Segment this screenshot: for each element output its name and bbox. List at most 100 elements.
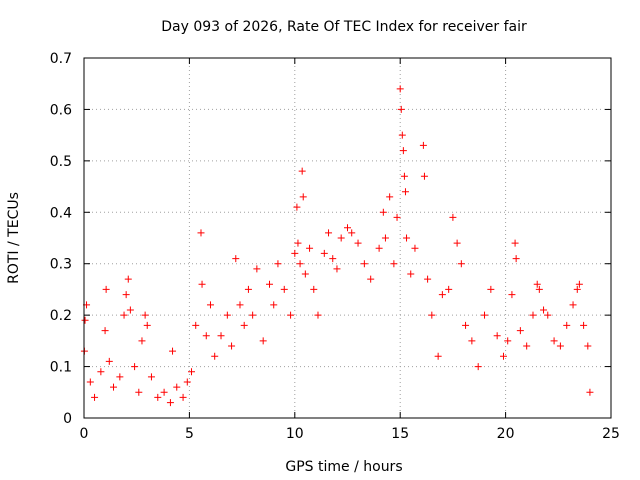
data-point xyxy=(424,275,432,283)
data-point xyxy=(320,249,328,257)
data-point xyxy=(228,342,236,350)
data-point xyxy=(306,244,314,252)
data-point xyxy=(438,291,446,299)
data-point xyxy=(499,352,507,360)
data-point xyxy=(390,260,398,268)
data-point xyxy=(575,280,583,288)
y-tick-label: 0.7 xyxy=(50,51,72,67)
chart-title: Day 093 of 2026, Rate Of TEC Index for r… xyxy=(161,19,527,35)
data-point xyxy=(544,311,552,319)
data-point xyxy=(310,285,318,293)
data-point xyxy=(206,301,214,309)
data-point xyxy=(110,383,118,391)
y-tick-label: 0.2 xyxy=(50,308,72,324)
data-point xyxy=(287,311,295,319)
x-tick-label: 25 xyxy=(602,426,620,442)
data-point xyxy=(512,255,520,263)
data-point xyxy=(508,291,516,299)
x-tick-label: 20 xyxy=(497,426,515,442)
data-point xyxy=(296,260,304,268)
data-point xyxy=(105,357,113,365)
data-point xyxy=(453,239,461,247)
data-point xyxy=(550,337,558,345)
data-point xyxy=(457,260,465,268)
data-point xyxy=(160,388,168,396)
data-point xyxy=(474,363,482,371)
data-point xyxy=(535,285,543,293)
data-point xyxy=(183,378,191,386)
data-point xyxy=(314,311,322,319)
data-point xyxy=(400,172,408,180)
data-point xyxy=(379,208,387,216)
data-point xyxy=(169,347,177,355)
data-point xyxy=(445,285,453,293)
data-point xyxy=(523,342,531,350)
data-point xyxy=(280,285,288,293)
data-point xyxy=(253,265,261,273)
data-point xyxy=(223,311,231,319)
data-point xyxy=(354,239,362,247)
plot-frame xyxy=(83,57,612,419)
data-point xyxy=(348,229,356,237)
data-point xyxy=(419,141,427,149)
data-point xyxy=(154,393,162,401)
data-point xyxy=(333,265,341,273)
data-point xyxy=(529,311,537,319)
data-point xyxy=(573,285,581,293)
data-point xyxy=(138,337,146,345)
data-point xyxy=(122,291,130,299)
data-point xyxy=(293,203,301,211)
data-point xyxy=(407,270,415,278)
data-point xyxy=(580,321,588,329)
data-point xyxy=(236,301,244,309)
data-point xyxy=(217,332,225,340)
data-point xyxy=(124,275,132,283)
data-point xyxy=(240,321,248,329)
data-point xyxy=(420,172,428,180)
data-point xyxy=(291,249,299,257)
data-point xyxy=(462,321,470,329)
data-point xyxy=(147,373,155,381)
data-point xyxy=(398,131,406,139)
data-point xyxy=(504,337,512,345)
data-point xyxy=(101,327,109,335)
data-points xyxy=(80,85,594,407)
x-tick-label: 15 xyxy=(391,426,409,442)
data-point xyxy=(563,321,571,329)
data-point xyxy=(270,301,278,309)
data-point xyxy=(244,285,252,293)
data-point xyxy=(249,311,257,319)
data-point xyxy=(126,306,134,314)
data-point xyxy=(202,332,210,340)
data-point xyxy=(294,239,302,247)
data-point xyxy=(173,383,181,391)
data-point xyxy=(428,311,436,319)
data-point xyxy=(556,342,564,350)
x-tick-label: 10 xyxy=(286,426,304,442)
data-point xyxy=(97,368,105,376)
data-point xyxy=(81,316,89,324)
data-point xyxy=(298,167,306,175)
data-point xyxy=(135,388,143,396)
data-point xyxy=(131,363,139,371)
data-point xyxy=(487,285,495,293)
data-point xyxy=(396,85,404,93)
data-point xyxy=(533,280,541,288)
data-point xyxy=(434,352,442,360)
y-tick-label: 0.5 xyxy=(50,154,72,170)
data-point xyxy=(337,234,345,242)
data-point xyxy=(397,105,405,113)
data-point xyxy=(468,337,476,345)
data-point xyxy=(188,368,196,376)
x-axis-title: GPS time / hours xyxy=(285,459,402,475)
data-point xyxy=(399,147,407,155)
data-point xyxy=(386,193,394,201)
data-point xyxy=(375,244,383,252)
data-point xyxy=(584,342,592,350)
data-point xyxy=(116,373,124,381)
data-point xyxy=(360,260,368,268)
y-tick-label: 0.4 xyxy=(50,205,72,221)
data-point xyxy=(344,224,351,232)
data-point xyxy=(179,393,187,401)
